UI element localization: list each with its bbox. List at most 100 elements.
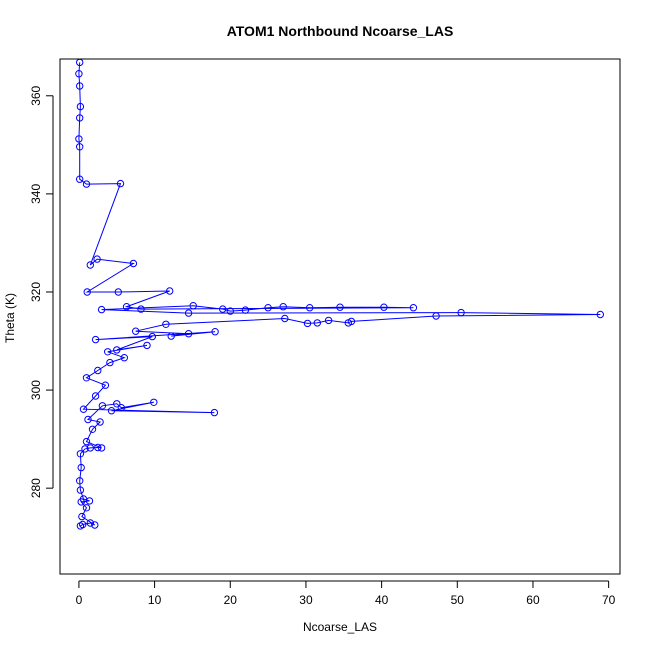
- data-point: [75, 70, 83, 78]
- x-tick-label: 30: [299, 593, 313, 607]
- x-tick-label: 0: [76, 593, 83, 607]
- data-point: [162, 320, 170, 328]
- data-point: [76, 114, 84, 122]
- data-point: [116, 179, 125, 188]
- data-point: [226, 307, 235, 315]
- data-point: [143, 341, 151, 350]
- data-point: [113, 400, 121, 408]
- data-point: [264, 304, 272, 312]
- data-point: [120, 354, 129, 362]
- data-point: [86, 444, 95, 452]
- data-point: [84, 415, 92, 424]
- data-point: [313, 319, 321, 327]
- data-point: [113, 346, 121, 354]
- data-point: [98, 402, 107, 410]
- data-point: [211, 328, 219, 336]
- y-axis: 280 300 320 340 360: [29, 85, 54, 498]
- data-point: [210, 408, 219, 417]
- data-point: [104, 348, 112, 356]
- data-point: [101, 381, 110, 389]
- data-point: [117, 404, 126, 412]
- data-point: [184, 309, 193, 317]
- data-point: [75, 135, 83, 143]
- data-point: [347, 317, 356, 326]
- data-point: [457, 308, 465, 317]
- data-point: [82, 180, 91, 188]
- data-point: [129, 259, 138, 268]
- data-point: [79, 520, 87, 529]
- data-point: [78, 512, 86, 521]
- x-axis: 0 10 20 30 40 50 60 70: [76, 580, 616, 607]
- data-point: [303, 319, 312, 328]
- data-point: [281, 314, 289, 323]
- x-tick-label: 50: [451, 593, 465, 607]
- x-tick-label: 10: [148, 593, 162, 607]
- data-point: [380, 303, 388, 311]
- data-point: [91, 521, 99, 529]
- x-tick-label: 40: [375, 593, 389, 607]
- data-point: [91, 392, 100, 400]
- data-point: [76, 486, 85, 494]
- data-point: [88, 425, 97, 433]
- data-point: [114, 288, 123, 296]
- x-tick-label: 70: [602, 593, 616, 607]
- data-point: [219, 305, 227, 313]
- data-point: [82, 504, 91, 512]
- data-point: [81, 445, 89, 453]
- data-point: [77, 463, 85, 472]
- data-point: [91, 335, 100, 344]
- data-point: [409, 304, 418, 312]
- y-axis-label: Theta (K): [3, 293, 17, 343]
- chart-title: ATOM1 Northbound Ncoarse_LAS: [227, 23, 454, 39]
- data-point: [96, 418, 104, 426]
- data-point: [94, 443, 102, 452]
- y-tick-label: 280: [29, 478, 43, 498]
- data-point: [137, 305, 145, 313]
- data-point: [279, 303, 287, 311]
- data-point: [166, 287, 174, 295]
- data-point: [76, 82, 84, 90]
- x-tick-label: 60: [526, 593, 540, 607]
- data-point: [86, 261, 95, 269]
- data-point: [184, 330, 193, 338]
- data-point: [97, 305, 106, 314]
- data-point: [122, 303, 131, 311]
- data-point: [150, 398, 158, 406]
- data-point: [241, 306, 250, 314]
- y-tick-label: 320: [29, 282, 43, 302]
- data-point: [76, 477, 84, 485]
- data-point: [76, 450, 85, 458]
- data-point: [79, 495, 88, 503]
- y-tick-label: 300: [29, 380, 43, 400]
- data-point: [82, 374, 91, 382]
- data-point: [189, 302, 197, 310]
- data-point: [86, 519, 95, 527]
- data-point: [107, 407, 116, 415]
- data-point: [76, 102, 85, 111]
- x-axis-label: Ncoarse_LAS: [303, 620, 377, 634]
- plot-layer: [75, 58, 604, 530]
- data-point: [306, 304, 314, 312]
- y-tick-label: 360: [29, 85, 43, 105]
- data-point: [94, 366, 102, 375]
- x-tick-label: 20: [224, 593, 238, 607]
- data-point: [76, 175, 84, 183]
- data-point: [76, 143, 84, 151]
- data-point: [324, 316, 333, 325]
- data-point: [82, 437, 91, 446]
- plot-frame: [59, 58, 621, 575]
- data-point: [336, 303, 344, 311]
- data-point: [132, 327, 140, 335]
- data-point: [106, 358, 114, 367]
- data-point: [97, 444, 106, 452]
- data-point: [432, 312, 440, 320]
- data-point: [79, 405, 88, 413]
- data-point: [167, 332, 175, 340]
- data-point: [83, 288, 91, 296]
- data-point: [93, 255, 101, 263]
- y-tick-label: 340: [29, 184, 43, 204]
- data-point: [148, 332, 157, 341]
- data-point: [596, 310, 604, 319]
